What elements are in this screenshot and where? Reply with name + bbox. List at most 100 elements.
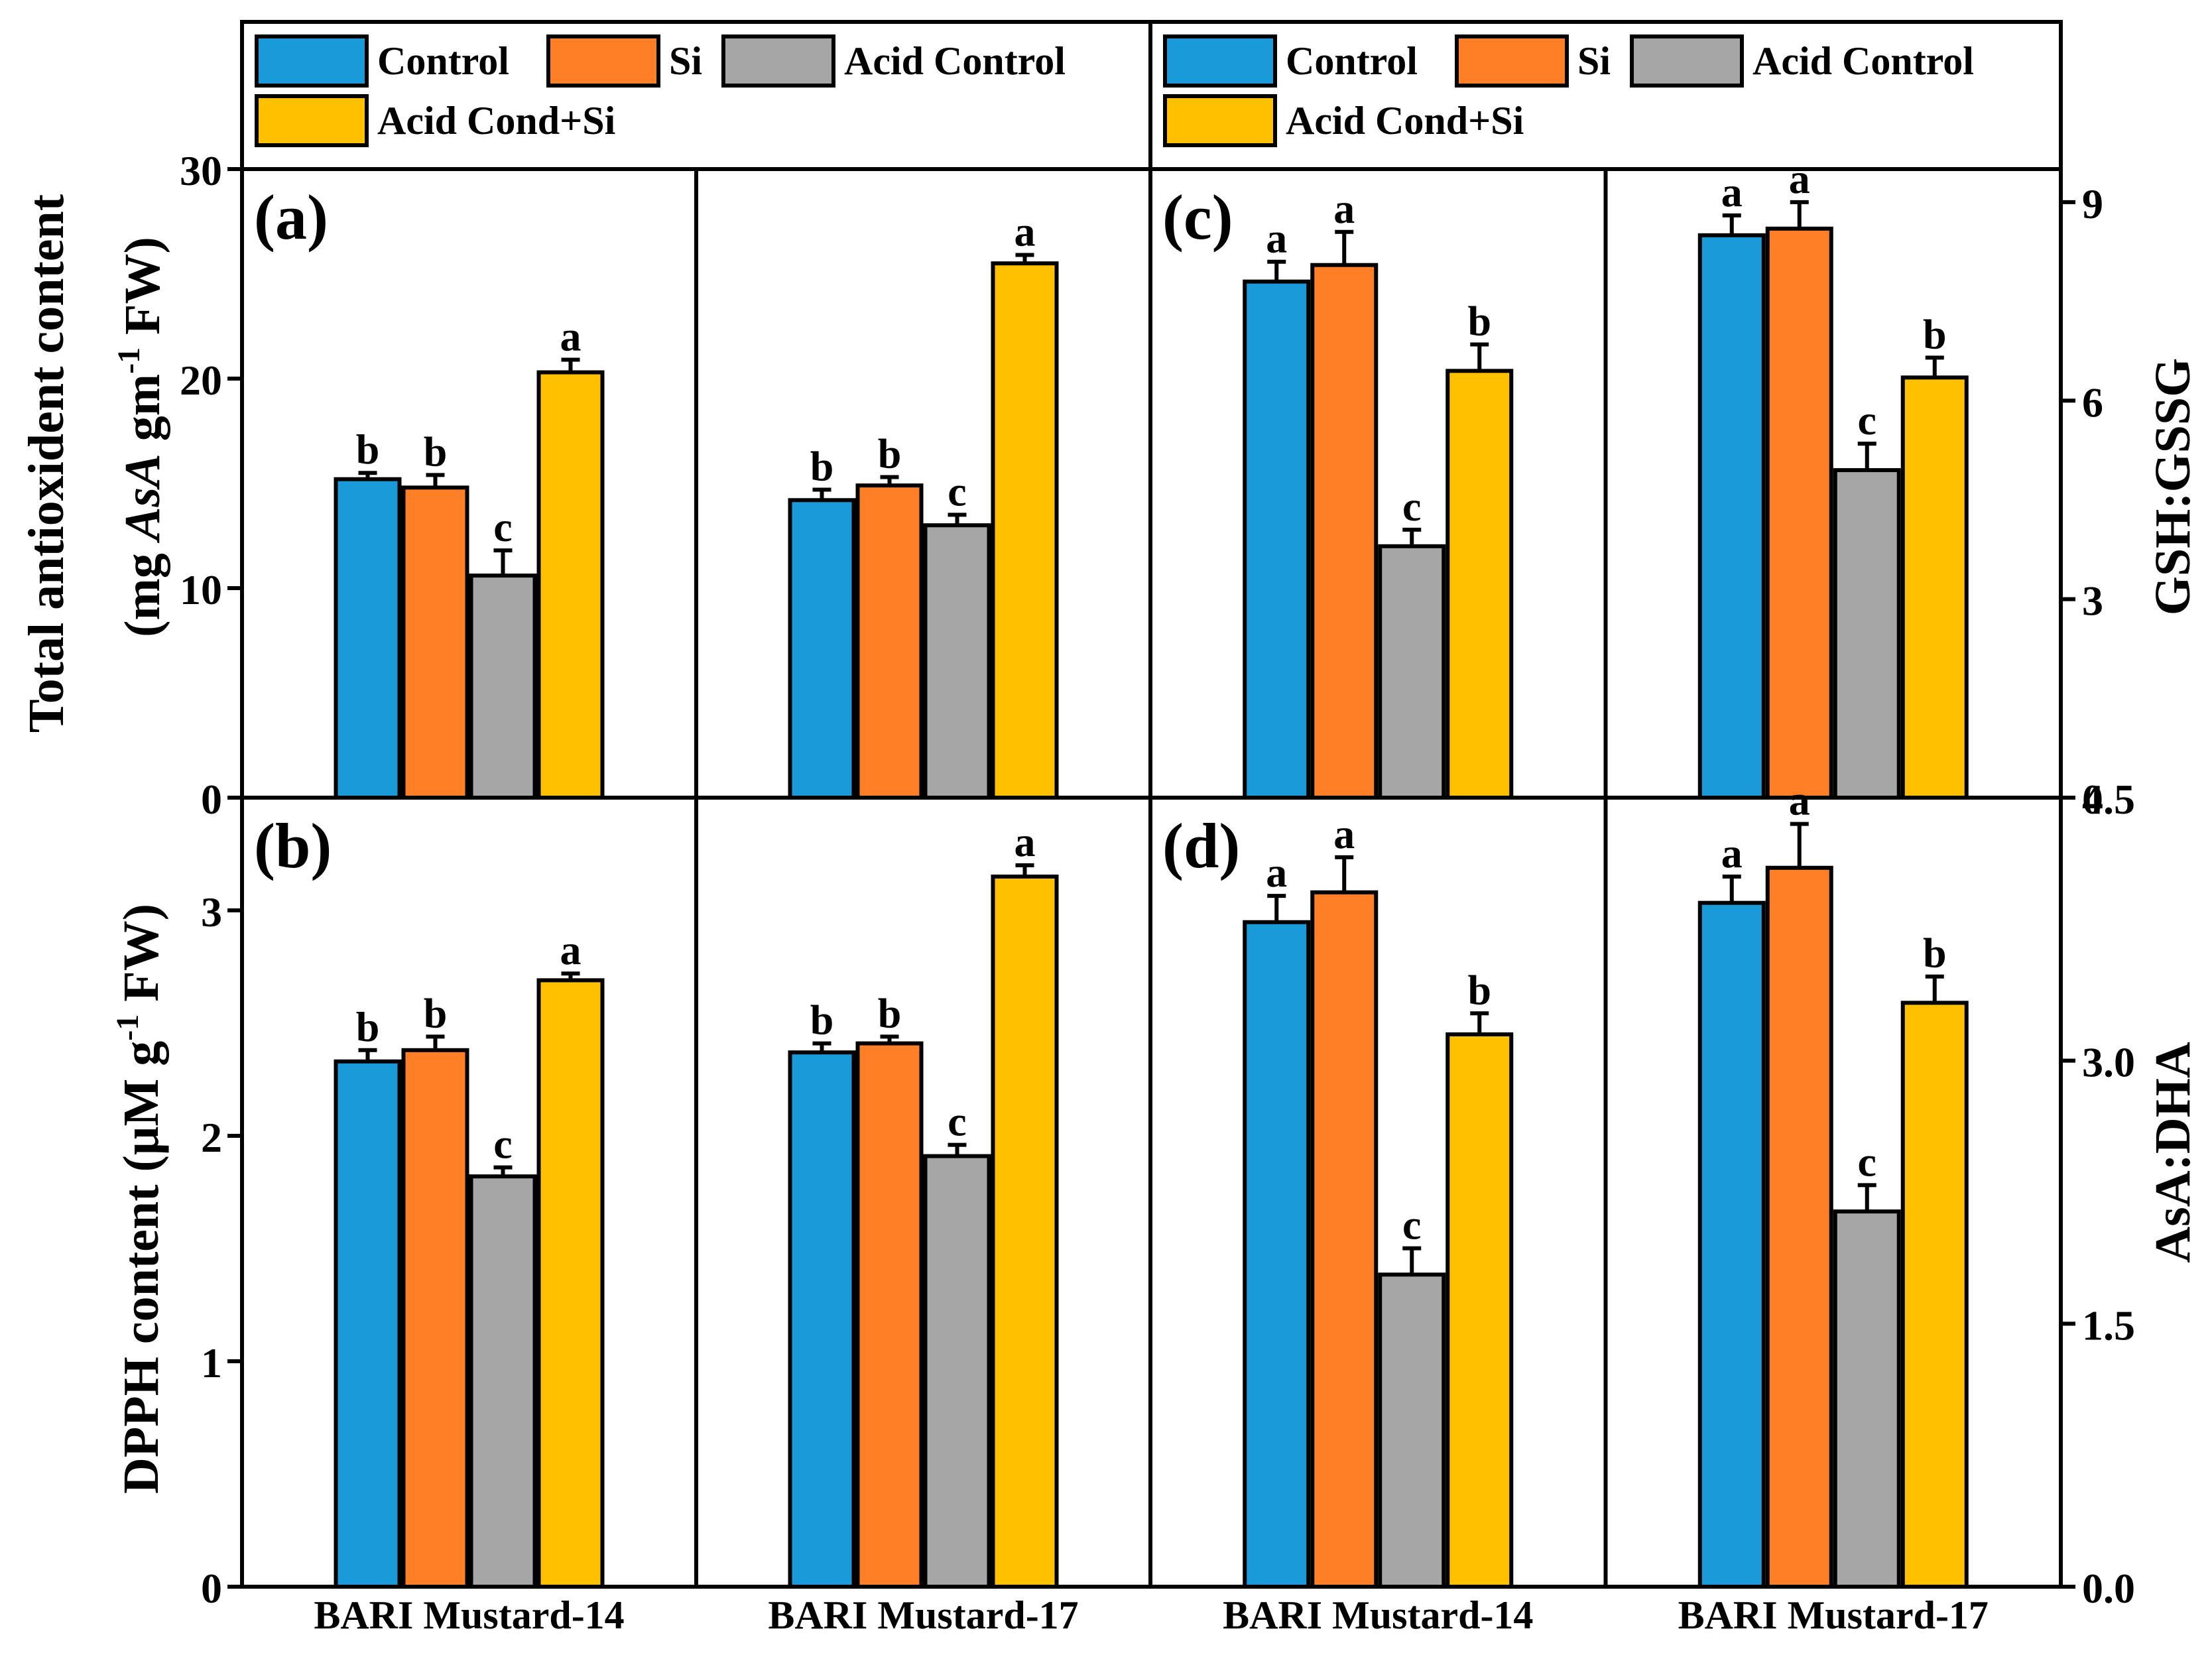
- bar-si: [1310, 263, 1379, 800]
- significance-letter: b: [424, 989, 448, 1036]
- significance-letter: b: [1467, 966, 1491, 1013]
- y-tick-label: 0: [201, 776, 222, 823]
- bar-acid-cond-si: [991, 875, 1059, 1589]
- y-title-part: FW): [113, 904, 169, 1014]
- bar-si: [401, 1048, 469, 1589]
- bar-acid-cond-si: [1445, 1032, 1514, 1589]
- bar-acid-control: [469, 1174, 537, 1589]
- significance-letter: b: [1467, 297, 1491, 344]
- bar-si: [1310, 890, 1379, 1589]
- legend-label-acid-cond-si: Acid Cond+Si: [1286, 99, 1524, 143]
- legend-2: Control Si Acid Control Acid Cond+Si: [1163, 34, 1974, 147]
- y-tick-label: 2: [201, 1114, 222, 1161]
- significance-letter: c: [1858, 397, 1876, 444]
- bar-control: [1243, 279, 1311, 800]
- legend-label-si: Si: [669, 39, 702, 83]
- y-axis-title-a-line1: Total antioxident content: [19, 194, 74, 733]
- y-axis-title-a-line2: (mg AsA gm-1 FW): [111, 237, 170, 637]
- y-axis-title-d: AsA:DHA: [2145, 1042, 2201, 1263]
- legend-swatch-control: [1163, 34, 1277, 88]
- significance-letter: a: [1266, 215, 1287, 262]
- y-title-superscript: -1: [110, 1014, 145, 1041]
- significance-letter: a: [560, 313, 582, 360]
- legend-label-acid-cond-si: Acid Cond+Si: [377, 99, 615, 143]
- significance-letter: a: [1789, 777, 1810, 824]
- significance-letter: b: [356, 1003, 380, 1050]
- legend-swatch-acid-control: [1630, 34, 1744, 88]
- significance-letter: a: [1266, 849, 1287, 896]
- panel-label: (b): [254, 810, 332, 881]
- bar-si: [855, 1041, 924, 1589]
- legend-label-si: Si: [1577, 39, 1611, 83]
- significance-letter: c: [1402, 1201, 1421, 1249]
- bar-control: [1697, 233, 1766, 800]
- significance-letter: a: [560, 926, 582, 973]
- significance-letter: a: [1721, 168, 1743, 215]
- legend-1: Control Si Acid Control Acid Cond+Si: [255, 34, 1066, 147]
- y-axis-title-c: GSH:GSSG: [2145, 358, 2201, 616]
- significance-letter: b: [1923, 930, 1947, 977]
- legend-swatch-si: [1455, 34, 1569, 88]
- panel-label: (c): [1162, 182, 1233, 253]
- y-tick-label: 3.0: [2082, 1039, 2135, 1086]
- y-tick-label: 10: [180, 566, 222, 613]
- bar-acid-control: [1378, 1272, 1446, 1589]
- bar-control: [1243, 920, 1311, 1589]
- y-tick-label: 3: [2082, 578, 2103, 625]
- legend-label-acid-control: Acid Control: [844, 39, 1066, 83]
- significance-letter: b: [810, 997, 834, 1044]
- legend-swatch-control: [255, 34, 369, 88]
- bar-acid-cond-si: [1900, 1001, 1969, 1589]
- bar-acid-control: [1378, 544, 1446, 800]
- legend-label-acid-control: Acid Control: [1752, 39, 1974, 83]
- significance-letter: a: [1333, 185, 1355, 232]
- y-tick-label: 20: [180, 357, 222, 404]
- legend-swatch-acid-control: [721, 34, 835, 88]
- category-label: BARI Mustard-14: [1223, 1593, 1533, 1637]
- y-title-part: gm: [115, 374, 170, 454]
- significance-letter: b: [810, 442, 834, 489]
- y-tick-label: 0: [2082, 776, 2103, 823]
- panel-label: (a): [254, 182, 328, 253]
- y-tick-label: 0: [201, 1565, 222, 1612]
- bar-control: [334, 477, 402, 800]
- y-title-part: DPPH content (µM g: [113, 1041, 169, 1494]
- significance-letter: c: [948, 1098, 966, 1145]
- y-title-part: (mg: [115, 540, 170, 637]
- legend-swatch-acid-cond-si: [255, 94, 369, 147]
- significance-letter: b: [1923, 310, 1947, 357]
- y-tick-label: 1.5: [2082, 1302, 2135, 1349]
- legend-label-control: Control: [1286, 39, 1418, 83]
- y-title-part: FW): [115, 237, 170, 347]
- significance-letter: b: [356, 426, 380, 473]
- y-axis-title-b: DPPH content (µM g-1 FW): [110, 904, 169, 1494]
- significance-letter: a: [1333, 810, 1355, 857]
- legend-swatch-acid-cond-si: [1163, 94, 1277, 147]
- significance-letter: a: [1789, 155, 1810, 202]
- bar-control: [334, 1059, 402, 1589]
- y-tick-label: 1: [201, 1339, 222, 1386]
- y-title-italic: AsA: [115, 454, 170, 543]
- y-tick-label: 6: [2082, 379, 2103, 426]
- legend-label-control: Control: [377, 39, 509, 83]
- bar-si: [401, 485, 469, 800]
- significance-letter: c: [1858, 1138, 1876, 1185]
- bar-acid-control: [923, 1154, 991, 1589]
- y-tick-label: 0.0: [2082, 1565, 2135, 1612]
- bar-acid-cond-si: [536, 978, 605, 1589]
- bar-si: [855, 483, 924, 800]
- significance-letter: c: [493, 503, 512, 550]
- bar-acid-cond-si: [991, 261, 1059, 800]
- bar-acid-cond-si: [1445, 369, 1514, 800]
- bar-si: [1765, 865, 1833, 1589]
- bar-acid-control: [1833, 468, 1901, 800]
- significance-letter: a: [1014, 818, 1036, 865]
- bar-si: [1765, 226, 1833, 800]
- bar-acid-cond-si: [536, 370, 605, 800]
